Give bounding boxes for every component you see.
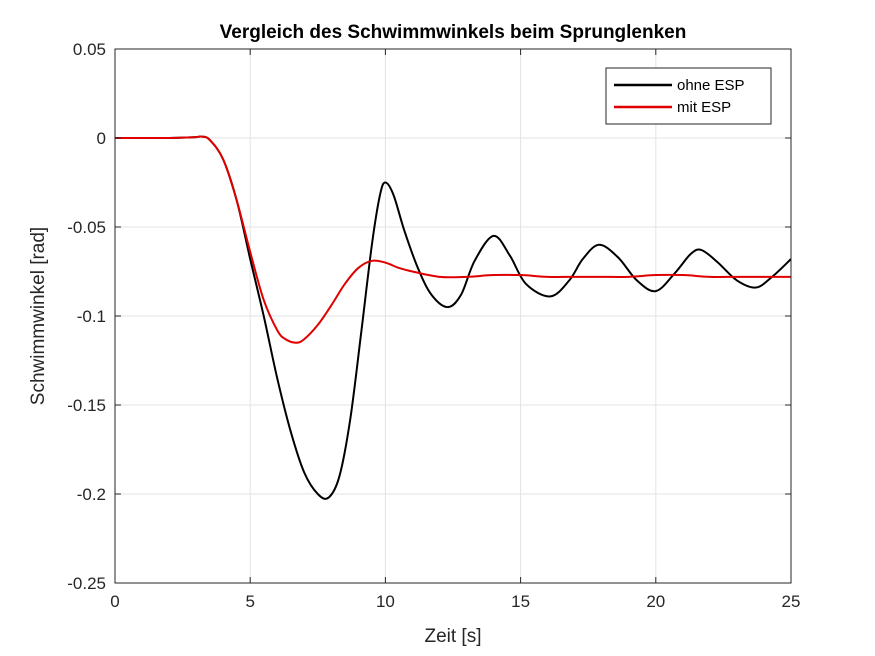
x-tick-label: 25: [782, 592, 801, 611]
axis-ticks: 0 5 10 15 20 25 0.05 0 -0.05 -0.1 -0.15 -0.2 -0.25: [67, 40, 800, 611]
x-tick-label: 15: [511, 592, 530, 611]
x-tick-label: 10: [376, 592, 395, 611]
x-tick-label: 20: [646, 592, 665, 611]
y-tick-label: 0: [97, 129, 106, 148]
x-tick-label: 5: [245, 592, 254, 611]
series-layer: [115, 135, 792, 500]
legend: ohne ESP mit ESP: [605, 67, 772, 125]
legend-box: [605, 67, 772, 125]
series-line-mit-esp: [115, 135, 791, 344]
y-axis-label: Schwimmwinkel [rad]: [28, 227, 49, 405]
legend-label: ohne ESP: [677, 77, 745, 94]
y-tick-label: -0.15: [67, 396, 106, 415]
y-tick-label: -0.2: [77, 485, 106, 504]
y-tick-label: -0.05: [67, 218, 106, 237]
y-tick-label: 0.05: [73, 40, 106, 59]
x-axis-label: Zeit [s]: [424, 626, 481, 647]
y-tick-label: -0.25: [67, 574, 106, 593]
legend-label: mit ESP: [677, 99, 731, 116]
chart-title: Vergleich des Schwimmwinkels beim Sprung…: [220, 22, 687, 43]
x-tick-label: 0: [110, 592, 119, 611]
y-tick-label: -0.1: [77, 307, 106, 326]
